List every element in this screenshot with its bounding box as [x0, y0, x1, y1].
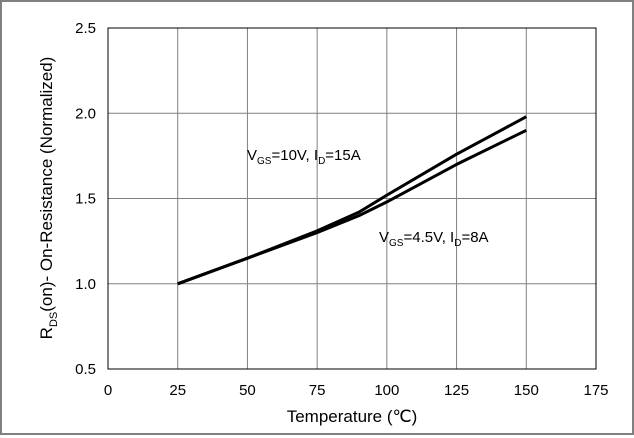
- x-tick-label: 75: [309, 382, 326, 399]
- x-tick-label: 125: [444, 382, 469, 399]
- y-axis-label: RDS(on)- On-Resistance (Normalized): [37, 57, 60, 340]
- x-tick-labels: 0 25 50 75 100 125 150 175: [104, 382, 609, 399]
- series-label-vgs10: VGS=10V, ID=15A: [247, 147, 361, 167]
- y-tick-labels: 0.5 1.0 1.5 2.0 2.5: [75, 20, 96, 378]
- y-tick-label: 0.5: [75, 361, 96, 378]
- series-layer: [177, 115, 528, 286]
- y-tick-label: 2.0: [75, 105, 96, 122]
- x-tick-label: 0: [104, 382, 112, 399]
- grid: [108, 28, 596, 369]
- y-tick-label: 1.5: [75, 191, 96, 208]
- x-axis-label: Temperature (℃): [287, 407, 418, 426]
- x-tick-label: 50: [239, 382, 256, 399]
- series-line-vgs45: [177, 128, 527, 286]
- chart: 0 25 50 75 100 125 150 175 0.5 1.0 1.5 2.0 2.5 Temp…: [37, 20, 609, 426]
- y-tick-label: 2.5: [75, 20, 96, 37]
- y-tick-label: 1.0: [75, 276, 96, 293]
- plot-border: [107, 27, 597, 370]
- x-tick-label: 150: [514, 382, 539, 399]
- x-tick-label: 100: [374, 382, 399, 399]
- x-tick-label: 25: [169, 382, 186, 399]
- series-label-vgs45: VGS=4.5V, ID=8A: [379, 229, 489, 249]
- x-tick-label: 175: [583, 382, 608, 399]
